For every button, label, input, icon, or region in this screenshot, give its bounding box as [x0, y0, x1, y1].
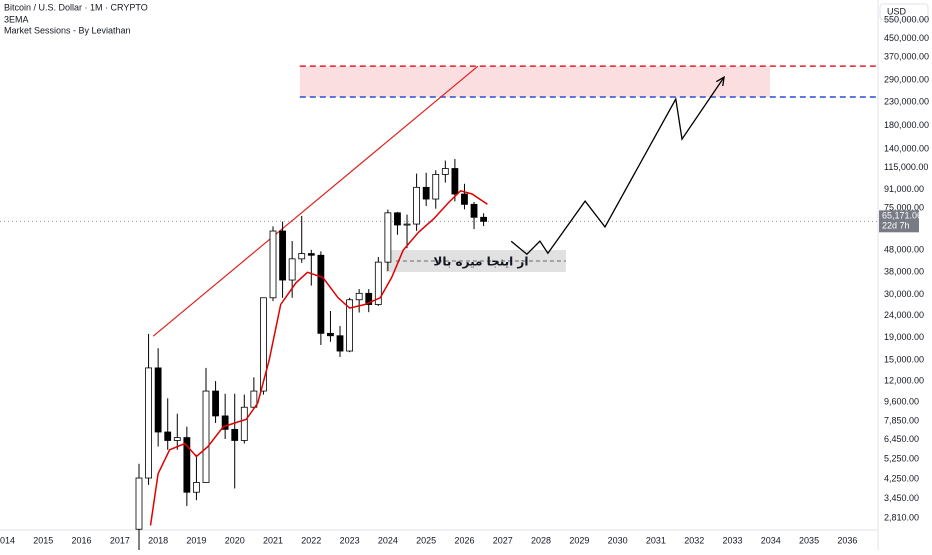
- x-tick-label: 2034: [761, 535, 781, 545]
- candle-body: [403, 223, 411, 226]
- candle-body: [327, 332, 334, 337]
- candle-body: [413, 186, 421, 225]
- candle-body: [135, 477, 143, 530]
- candle-body: [307, 253, 315, 256]
- y-tick-label: 48,000.00: [884, 245, 924, 255]
- x-tick-label: 2018: [148, 535, 168, 545]
- candle-body: [279, 230, 286, 281]
- candle-body: [470, 203, 478, 218]
- projection-arrowhead: [715, 75, 725, 87]
- countdown-label: 22d 7h: [882, 221, 910, 231]
- candle-body: [384, 212, 392, 263]
- y-tick-label: 15,000.00: [884, 354, 924, 364]
- y-tick-label: 91,000.00: [884, 184, 924, 194]
- x-tick-label: 2020: [225, 535, 245, 545]
- y-tick-label: 12,000.00: [884, 375, 924, 385]
- candle-body: [288, 258, 296, 281]
- y-tick-label: 30,000.00: [884, 289, 924, 299]
- x-tick-label: 2025: [416, 535, 436, 545]
- candle-body: [374, 261, 382, 305]
- y-tick-label: 75,000.00: [884, 202, 924, 212]
- candle-body: [240, 406, 248, 441]
- x-tick-label: 2022: [301, 535, 321, 545]
- candle-body: [317, 254, 325, 334]
- x-tick-label: 2021: [263, 535, 283, 545]
- y-tick-label: 115,000.00: [884, 162, 928, 172]
- price-tag: [879, 210, 919, 233]
- candle-body: [260, 297, 267, 392]
- y-tick-label: 7,850.00: [884, 416, 919, 426]
- y-tick-label: 180,000.00: [884, 120, 929, 130]
- x-tick-label: 2027: [493, 535, 513, 545]
- candle-body: [298, 253, 306, 260]
- x-tick-label: 2036: [837, 535, 857, 545]
- y-tick-label: 6,450.00: [884, 434, 919, 444]
- x-tick-label: 2023: [340, 535, 360, 545]
- candle-body: [355, 292, 363, 301]
- x-tick-label: 2028: [531, 535, 551, 545]
- x-tick-label: 2017: [110, 535, 130, 545]
- candle-body: [394, 212, 401, 226]
- candle-body: [202, 390, 210, 483]
- candle-body: [336, 335, 344, 352]
- x-tick-label: 2019: [186, 535, 206, 545]
- y-tick-label: 370,000.00: [884, 52, 929, 62]
- x-tick-label: 2030: [608, 535, 628, 545]
- x-tick-label: 2024: [378, 535, 398, 545]
- currency-label[interactable]: USD: [887, 6, 907, 16]
- candle-body: [451, 168, 459, 195]
- y-tick-label: 230,000.00: [884, 97, 929, 107]
- x-tick-label: 2014: [0, 535, 15, 545]
- y-tick-label: 140,000.00: [884, 143, 929, 153]
- y-tick-label: 5,250.00: [884, 454, 919, 464]
- candle-body: [183, 437, 191, 493]
- candle-body: [212, 390, 219, 417]
- y-tick-label: 19,000.00: [884, 332, 924, 342]
- indicator-label: 3EMA: [4, 14, 29, 24]
- y-tick-label: 9,600.00: [884, 397, 919, 407]
- projection-path: [510, 76, 725, 256]
- candle-body: [346, 299, 353, 352]
- y-tick-label: 4,250.00: [884, 474, 919, 484]
- candle-body: [145, 367, 152, 479]
- chart-title: Bitcoin / U.S. Dollar · 1M · CRYPTO: [4, 2, 148, 12]
- x-tick-label: 2035: [799, 535, 819, 545]
- candle-body: [164, 431, 172, 441]
- price-tag-label: 65,171.06: [882, 211, 922, 221]
- candle-body: [250, 390, 258, 408]
- candle-body: [231, 428, 239, 441]
- y-tick-label: 24,000.00: [884, 310, 924, 320]
- candle-body: [422, 186, 430, 200]
- candle-body: [269, 230, 277, 299]
- y-tick-label: 290,000.00: [884, 75, 929, 85]
- candle-body: [154, 367, 162, 433]
- y-tick-label: 38,000.00: [884, 267, 924, 277]
- x-tick-label: 2015: [33, 535, 53, 545]
- candle-body: [221, 415, 229, 430]
- ema-line: [149, 189, 488, 526]
- candle-body: [480, 216, 488, 222]
- candle-body: [365, 292, 373, 305]
- candle-body: [173, 437, 181, 441]
- x-tick-label: 2016: [72, 535, 92, 545]
- indicator-label: Market Sessions - By Leviathan: [4, 25, 131, 35]
- candle-body: [441, 168, 449, 175]
- y-tick-label: 550,000.00: [884, 14, 929, 24]
- currency-button[interactable]: [879, 3, 929, 21]
- x-tick-label: 2026: [454, 535, 474, 545]
- x-tick-label: 2032: [684, 535, 704, 545]
- y-tick-label: 3,450.00: [884, 493, 919, 503]
- target-zone: [299, 66, 771, 98]
- trendline: [152, 65, 479, 337]
- x-tick-label: 2029: [569, 535, 589, 545]
- x-tick-label: 2033: [722, 535, 742, 545]
- candle-body: [461, 193, 468, 205]
- candle-body: [432, 174, 440, 200]
- y-tick-label: 450,000.00: [884, 33, 929, 43]
- candle-body: [193, 482, 200, 493]
- x-tick-label: 2031: [646, 535, 666, 545]
- annotation-text: از اینجا میره بالا: [433, 255, 528, 269]
- y-tick-label: 2,810.00: [884, 513, 919, 523]
